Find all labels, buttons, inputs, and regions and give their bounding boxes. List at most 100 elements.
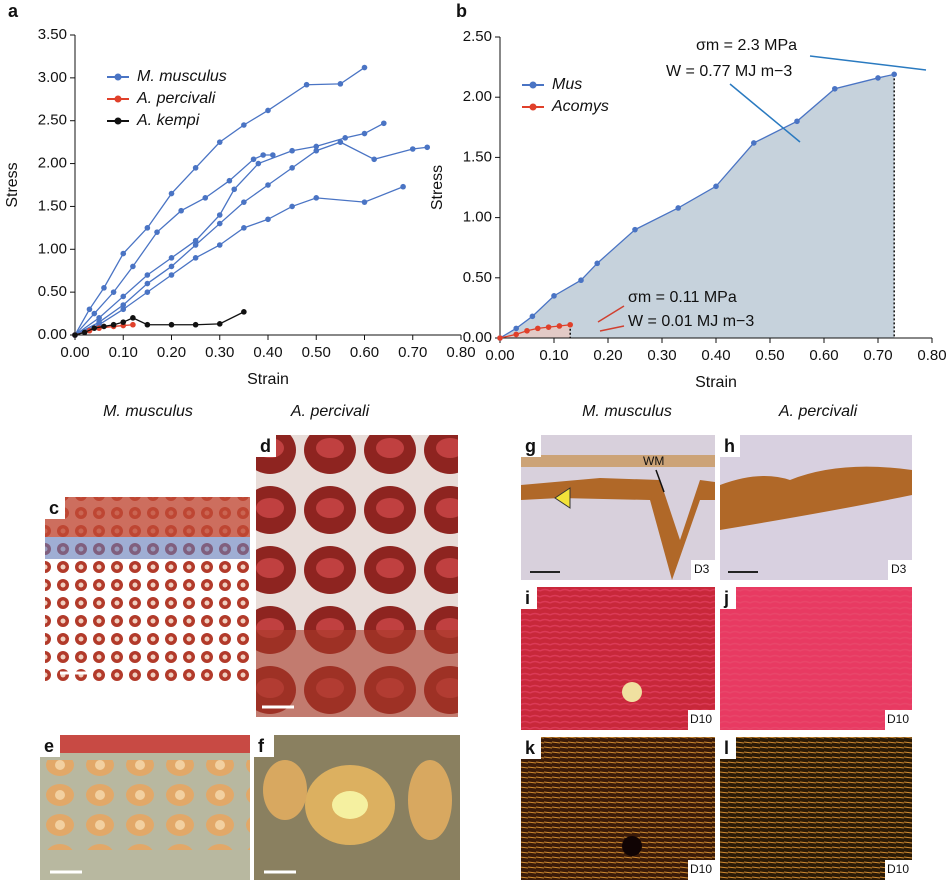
y-tick-label: 2.50 bbox=[38, 112, 67, 129]
x-tick-label: 0.00 bbox=[60, 344, 89, 361]
fibres bbox=[720, 737, 912, 880]
point bbox=[794, 118, 800, 125]
panel-letter: d bbox=[260, 436, 271, 456]
annotation: WM bbox=[643, 454, 664, 468]
arrow bbox=[599, 325, 625, 332]
point bbox=[192, 237, 199, 244]
area bbox=[500, 74, 895, 338]
legend-label: A. percivali bbox=[136, 90, 216, 107]
point bbox=[144, 280, 151, 287]
vessel bbox=[622, 836, 642, 856]
point bbox=[675, 205, 681, 211]
panel-letter: h bbox=[724, 436, 735, 456]
point bbox=[120, 250, 127, 257]
legend-marker bbox=[529, 103, 537, 111]
arrow bbox=[809, 55, 927, 71]
point bbox=[289, 203, 295, 210]
x-tick-label: 0.80 bbox=[446, 344, 475, 361]
point bbox=[144, 321, 151, 328]
dermis bbox=[45, 537, 250, 559]
x-tick-label: 0.10 bbox=[539, 347, 568, 364]
x-tick-label: 0.20 bbox=[593, 347, 622, 364]
point bbox=[101, 285, 107, 291]
point bbox=[524, 327, 530, 334]
point bbox=[241, 225, 247, 231]
panel-letter: a bbox=[8, 1, 19, 21]
x-axis-label: Strain bbox=[247, 371, 289, 388]
y-axis-label: Stress bbox=[4, 162, 21, 207]
y-tick-label: 2.00 bbox=[38, 155, 67, 172]
point bbox=[154, 229, 160, 235]
point bbox=[216, 321, 223, 327]
y-tick-label: 3.00 bbox=[38, 69, 67, 86]
scab bbox=[521, 455, 715, 467]
point bbox=[168, 321, 175, 328]
fibres bbox=[720, 587, 912, 730]
annotation: σm = 2.3 MPa bbox=[696, 37, 797, 54]
point bbox=[303, 81, 310, 88]
point bbox=[101, 323, 107, 330]
column-header: M. musculus bbox=[582, 403, 672, 420]
point bbox=[751, 140, 757, 146]
day-label: D10 bbox=[690, 712, 712, 726]
point bbox=[91, 310, 98, 317]
day-label: D10 bbox=[887, 862, 909, 876]
point bbox=[567, 321, 573, 328]
point bbox=[529, 313, 536, 320]
point bbox=[144, 289, 151, 295]
arrow bbox=[729, 83, 801, 143]
y-tick-label: 1.50 bbox=[38, 197, 67, 214]
point bbox=[241, 122, 247, 128]
x-tick-label: 0.70 bbox=[398, 344, 427, 361]
panel-letter: k bbox=[525, 738, 536, 758]
point bbox=[270, 152, 276, 158]
x-tick-label: 0.60 bbox=[809, 347, 838, 364]
fibres bbox=[521, 737, 715, 880]
point bbox=[361, 130, 368, 137]
follicles bbox=[40, 760, 250, 850]
y-tick-label: 3.50 bbox=[38, 26, 67, 43]
epidermis bbox=[45, 497, 250, 537]
point bbox=[192, 242, 199, 248]
point bbox=[265, 182, 271, 188]
point bbox=[535, 325, 541, 332]
x-axis-label: Strain bbox=[695, 374, 737, 391]
point bbox=[216, 212, 223, 218]
point bbox=[361, 64, 368, 71]
legend-marker bbox=[114, 117, 122, 125]
series-line bbox=[74, 122, 385, 336]
point bbox=[120, 319, 127, 325]
y-tick-label: 1.00 bbox=[38, 240, 67, 257]
day-label: D10 bbox=[887, 712, 909, 726]
annotation: W = 0.01 MJ m−3 bbox=[628, 313, 754, 330]
legend-marker bbox=[529, 81, 537, 89]
panel-letter: g bbox=[525, 436, 536, 456]
annotation: W = 0.77 MJ m−3 bbox=[666, 63, 792, 80]
point bbox=[265, 216, 271, 223]
point bbox=[178, 207, 184, 214]
point bbox=[497, 335, 503, 341]
vessel bbox=[622, 682, 642, 702]
point bbox=[713, 183, 719, 190]
point bbox=[265, 107, 271, 114]
y-tick-label: 2.00 bbox=[463, 88, 492, 105]
point bbox=[241, 199, 247, 205]
point bbox=[130, 263, 136, 270]
series-line bbox=[74, 67, 365, 336]
point bbox=[313, 195, 320, 201]
point bbox=[371, 156, 377, 163]
arrowhead bbox=[554, 487, 571, 509]
x-tick-label: 0.20 bbox=[157, 344, 186, 361]
fibres bbox=[521, 587, 715, 730]
column-header: A. percivali bbox=[778, 403, 858, 420]
follicle bbox=[408, 760, 452, 840]
point bbox=[891, 71, 897, 78]
point bbox=[226, 177, 233, 184]
point bbox=[513, 331, 519, 338]
point bbox=[313, 143, 320, 150]
series-line bbox=[74, 154, 273, 336]
x-tick-label: 0.60 bbox=[350, 344, 379, 361]
y-tick-label: 0.50 bbox=[38, 283, 67, 300]
panel-letter: j bbox=[723, 588, 729, 608]
point bbox=[192, 321, 199, 328]
